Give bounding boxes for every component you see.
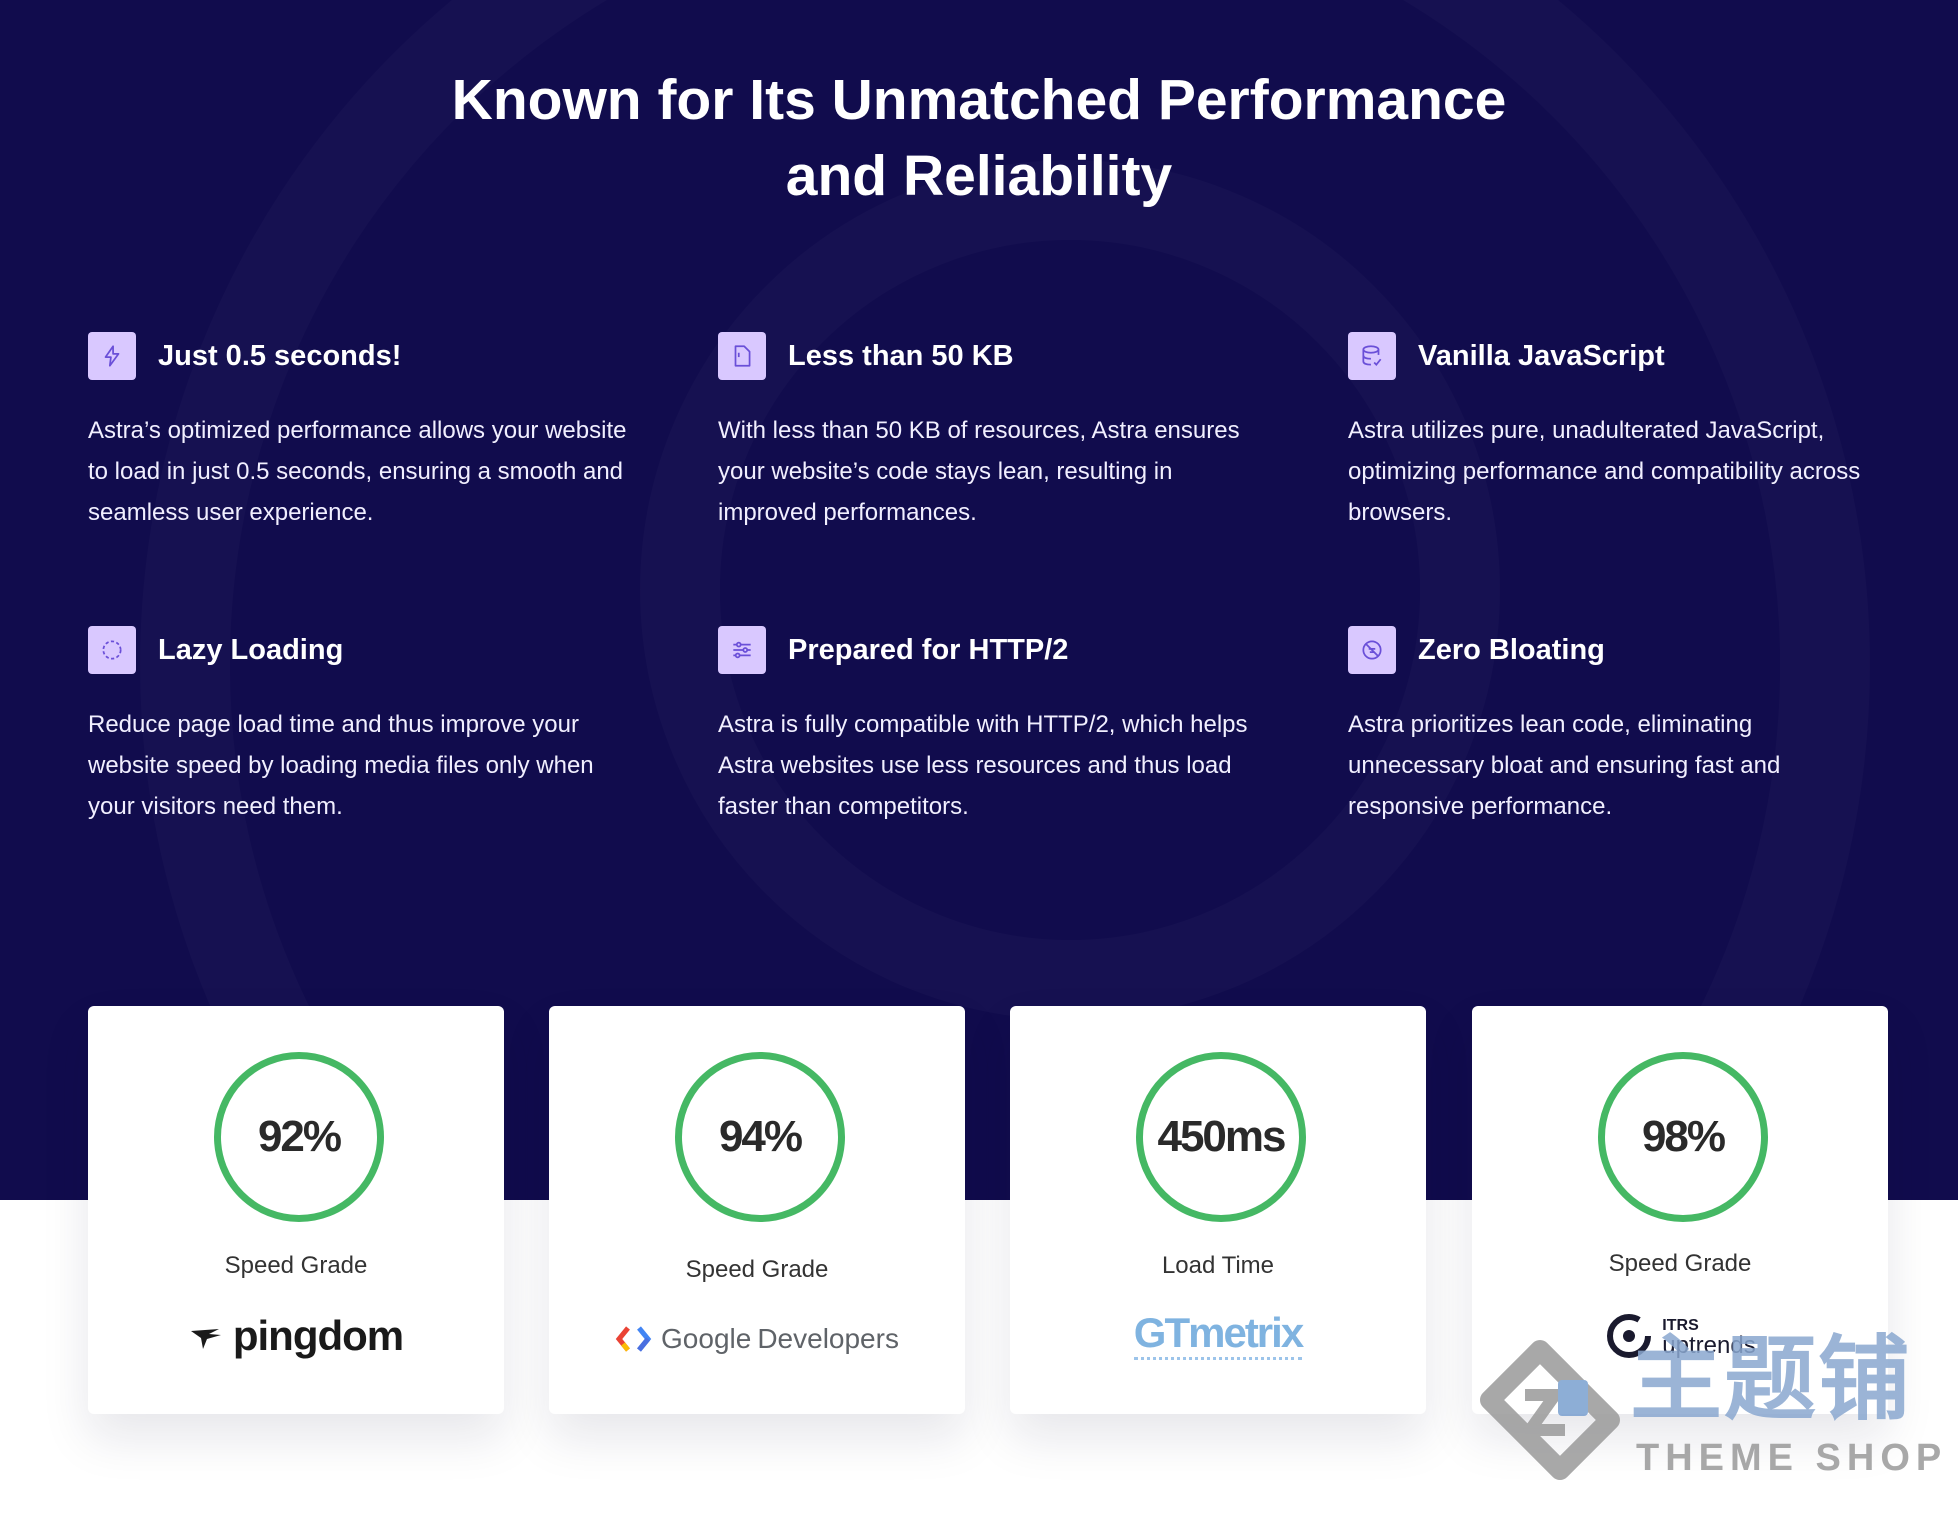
itrs-uptrends-logo: ITRS uptrends	[1472, 1306, 1888, 1366]
database-icon	[1348, 332, 1396, 380]
feature-description: Astra prioritizes lean code, eliminating…	[1348, 711, 1781, 820]
score-gauge: 94%	[675, 1052, 845, 1222]
gtmetrix-logo: GTmetrix	[1010, 1304, 1426, 1364]
watermark-english-text: THEME SHOP	[1636, 1437, 1948, 1479]
stat-label: Speed Grade	[1608, 1250, 1752, 1277]
theme-shop-watermark: 主题铺 THEME SHOP	[1470, 1329, 1941, 1490]
hero-section: Known for Its Unmatched Performance and …	[0, 0, 1958, 1200]
gtmetrix-wordmark: GTmetrix	[1133, 1309, 1304, 1360]
score-value: 92%	[257, 1112, 342, 1161]
score-value: 98%	[1641, 1112, 1726, 1161]
google-developers-logo: Google Developers	[549, 1314, 965, 1364]
watermark-logo-icon	[1480, 1340, 1620, 1480]
feature-title: Just 0.5 seconds!	[158, 340, 402, 372]
feature-description: Astra is fully compatible with HTTP/2, w…	[718, 711, 1248, 820]
pingdom-wordmark: pingdom	[232, 1312, 404, 1359]
score-gauge: 92%	[214, 1052, 384, 1222]
heading-line-2: and Reliability	[785, 144, 1173, 208]
uptrends-ring-icon	[1607, 1314, 1652, 1358]
itrs-label: ITRS	[1662, 1317, 1699, 1334]
stat-card: 450ms Load Time GTmetrix	[1010, 1006, 1426, 1414]
lightning-icon	[88, 332, 136, 380]
google-developers-icon	[615, 1326, 652, 1352]
stat-card: 94% Speed Grade Google Developers	[549, 1006, 965, 1414]
stat-label: Speed Grade	[685, 1256, 829, 1283]
developers-word: Developers	[757, 1323, 899, 1354]
feature-description: With less than 50 KB of resources, Astra…	[718, 417, 1240, 526]
background-ring	[640, 160, 1500, 1020]
feature-title: Zero Bloating	[1418, 634, 1605, 666]
google-word: Google	[661, 1323, 752, 1354]
stat-card: 92% Speed Grade pingdom	[88, 1006, 504, 1414]
file-icon	[718, 332, 766, 380]
stat-label: Load Time	[1161, 1252, 1275, 1279]
feature-title: Less than 50 KB	[788, 340, 1014, 372]
loading-circle-icon	[88, 626, 136, 674]
score-value: 94%	[718, 1112, 803, 1161]
feature-description: Astra’s optimized performance allows you…	[88, 417, 627, 526]
pingdom-logo: pingdom	[88, 1306, 504, 1366]
feature-title: Lazy Loading	[158, 634, 344, 666]
no-bloat-icon	[1348, 626, 1396, 674]
watermark-chinese-text: 主题铺	[1630, 1329, 1913, 1431]
feature-description: Astra utilizes pure, unadulterated JavaS…	[1348, 417, 1861, 526]
feature-description: Reduce page load time and thus improve y…	[88, 711, 594, 820]
sliders-icon	[718, 626, 766, 674]
score-value: 450ms	[1157, 1112, 1286, 1161]
pingdom-bird-icon	[190, 1329, 221, 1349]
stat-label: Speed Grade	[224, 1252, 368, 1279]
section-heading: Known for Its Unmatched Performance and …	[0, 62, 1958, 214]
score-gauge: 450ms	[1136, 1052, 1306, 1222]
heading-line-1: Known for Its Unmatched Performance	[451, 68, 1507, 132]
uptrends-label: uptrends	[1662, 1332, 1756, 1359]
feature-title: Prepared for HTTP/2	[788, 634, 1069, 666]
score-gauge: 98%	[1598, 1052, 1768, 1222]
feature-title: Vanilla JavaScript	[1418, 340, 1665, 372]
